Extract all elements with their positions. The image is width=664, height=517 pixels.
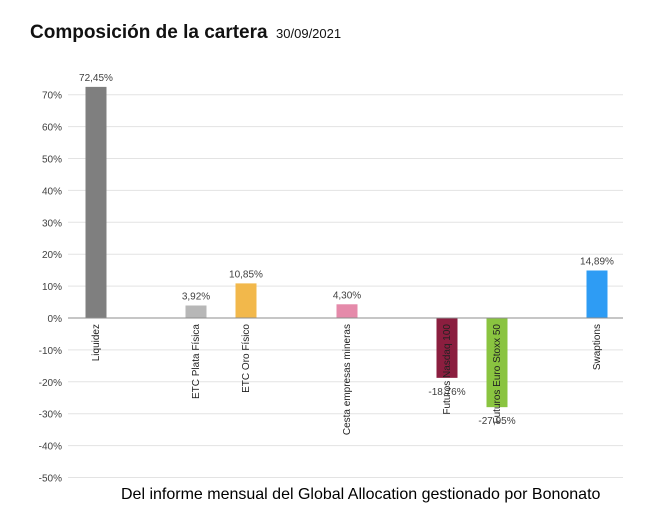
category-label: Swaptions xyxy=(592,324,603,370)
data-label: 10,85% xyxy=(229,269,263,280)
bar xyxy=(85,86,107,319)
data-label: 3,92% xyxy=(182,291,210,302)
chart-title: Composición de la cartera 30/09/2021 xyxy=(30,22,341,44)
y-tick-label: 50% xyxy=(42,155,62,166)
y-tick-label: 60% xyxy=(42,123,62,134)
chart-title-main: Composición de la cartera xyxy=(30,22,268,43)
category-label: ETC Oro Físico xyxy=(241,324,252,393)
y-tick-label: 30% xyxy=(42,218,62,229)
data-label: 4,30% xyxy=(333,290,361,301)
source-note: Del informe mensual del Global Allocatio… xyxy=(121,486,601,503)
bar xyxy=(586,270,608,318)
category-label: ETC Plata Física xyxy=(191,324,202,399)
chart-date: 30/09/2021 xyxy=(276,26,342,41)
category-label: Futuros Euro Stoxx 50 xyxy=(492,324,503,424)
category-label: Cesta empresas mineras xyxy=(342,324,353,435)
y-tick-label: 10% xyxy=(42,282,62,293)
y-tick-label: -40% xyxy=(39,442,62,453)
y-tick-label: -20% xyxy=(39,378,62,389)
data-label: 14,89% xyxy=(580,257,614,268)
y-tick-label: 0% xyxy=(48,314,63,325)
bar xyxy=(436,318,458,378)
bar xyxy=(235,283,257,318)
y-tick-label: -50% xyxy=(39,474,62,485)
category-label: Futuros Nasdaq 100 xyxy=(442,324,453,415)
y-tick-label: 20% xyxy=(42,250,62,261)
data-label: -27,95% xyxy=(478,416,515,427)
category-label: Liquidez xyxy=(91,324,102,361)
bar xyxy=(486,318,508,408)
data-label: 72,45% xyxy=(79,73,113,84)
y-tick-label: -10% xyxy=(39,346,62,357)
data-label: -18,76% xyxy=(428,387,465,398)
y-tick-label: -30% xyxy=(39,410,62,421)
y-tick-label: 40% xyxy=(42,186,62,197)
y-tick-label: 70% xyxy=(42,91,62,102)
bar xyxy=(185,305,207,318)
bar xyxy=(336,304,358,318)
